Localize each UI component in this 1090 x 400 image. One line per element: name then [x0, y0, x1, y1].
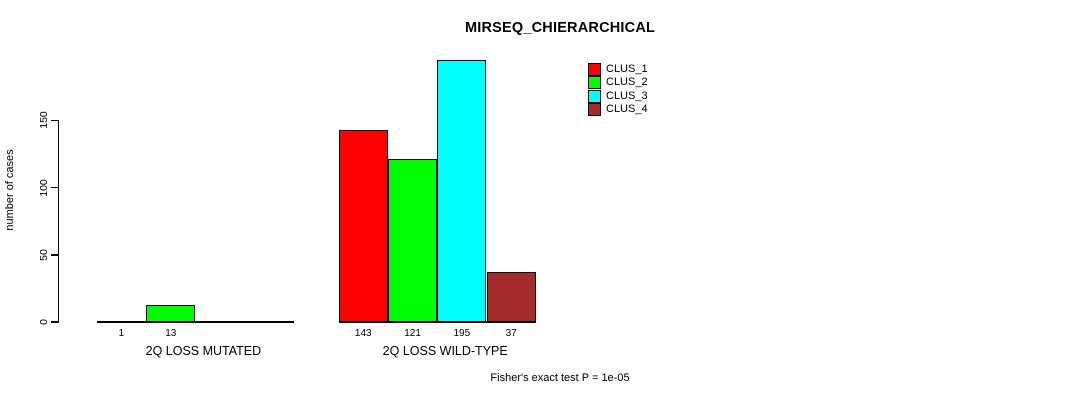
y-tick-label: 0 — [38, 319, 50, 325]
bar-value-label: 1 — [118, 327, 125, 339]
bar-value-label: 37 — [505, 327, 517, 339]
legend-label: CLUS_3 — [606, 89, 648, 102]
legend-label: CLUS_2 — [606, 76, 648, 89]
group-axis-line — [338, 321, 536, 323]
legend-swatch — [588, 76, 601, 90]
group-label: 2Q LOSS MUTATED — [145, 344, 262, 358]
legend-swatch — [588, 89, 601, 103]
group-axis-line — [96, 321, 294, 323]
bar — [387, 159, 438, 322]
y-tick-label: 150 — [38, 111, 50, 130]
bar — [338, 129, 388, 322]
bar-value-label: 143 — [354, 327, 372, 339]
footnote: Fisher's exact test P = 1e-05 — [490, 372, 630, 384]
y-axis-line — [57, 120, 59, 323]
legend-label: CLUS_1 — [606, 63, 648, 75]
bar — [96, 320, 147, 323]
y-tick — [50, 321, 58, 323]
y-tick — [50, 119, 58, 121]
bar-value-label: 121 — [404, 327, 421, 339]
bar — [146, 304, 196, 322]
legend-swatch — [588, 63, 601, 76]
legend-swatch — [588, 103, 601, 117]
chart-title: MIRSEQ_CHIERARCHICAL — [464, 20, 656, 36]
y-tick-label: 50 — [38, 248, 50, 261]
y-tick-label: 100 — [38, 178, 50, 197]
bar — [437, 59, 487, 322]
y-tick — [50, 186, 58, 189]
bar-value-label: 13 — [165, 327, 177, 339]
bar — [486, 272, 536, 322]
y-tick — [50, 254, 58, 256]
legend-label: CLUS_4 — [606, 103, 648, 116]
bar-value-label: 195 — [453, 327, 471, 339]
group-label: 2Q LOSS WILD-TYPE — [382, 344, 508, 358]
